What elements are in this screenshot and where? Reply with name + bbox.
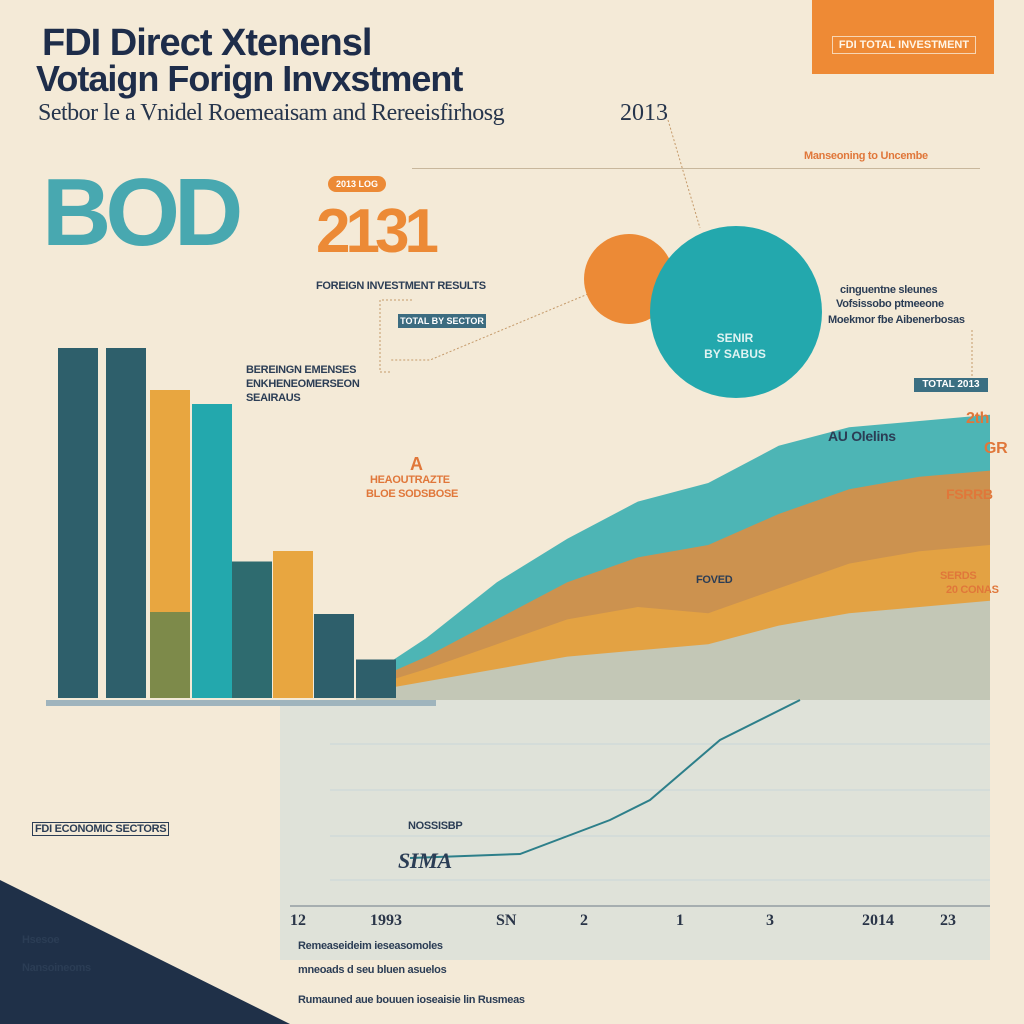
bar-callout-2: ENKHENEOMERSEON — [246, 378, 360, 390]
area-label-4: 20 CONAS — [946, 584, 999, 596]
lower-big: SIMA — [398, 848, 452, 873]
bar-8 — [356, 659, 396, 698]
mid-a-label: A — [410, 454, 423, 474]
header-badge: FDI TOTAL INVESTMENT — [812, 0, 994, 74]
right-ribbon: TOTAL 2013 — [914, 378, 988, 392]
trend-line — [409, 699, 801, 859]
circle-teal — [650, 226, 822, 398]
bar-1 — [58, 348, 98, 698]
bar-callout-3: SEAIRAUS — [246, 392, 301, 404]
x-tick-label: 12 — [290, 912, 306, 929]
side-label-1: 2th — [966, 410, 990, 427]
circle-label-2: BY SABUS — [704, 347, 766, 361]
x-axis-labels: 12 1993 SN 2 1 3 2014 23 — [290, 912, 990, 932]
area-label-3: SERDS — [940, 570, 977, 582]
title-line-1: FDI Direct Xtenensl — [42, 22, 372, 64]
header-badge-label: FDI TOTAL INVESTMENT — [832, 36, 976, 54]
bar-3-segment — [150, 612, 190, 698]
footer-line-1: Remeaseideim ieseasomoles — [298, 940, 443, 952]
right-note-2: Vofsissobo ptmeeone — [836, 298, 944, 310]
x-tick-label: 3 — [766, 912, 774, 929]
x-tick-label: 1 — [676, 912, 684, 929]
bar-4 — [192, 404, 232, 698]
x-tick-label: 23 — [940, 912, 956, 929]
area-label-2: FOVED — [696, 574, 733, 586]
x-tick-label: 1993 — [370, 912, 402, 929]
footer-line-3: Rumauned aue bouuen ioseaisie lin Rusmea… — [298, 994, 525, 1006]
area-label-1: AU Olelins — [828, 428, 896, 444]
subtitle: Setbor le a Vnidel Roemeaisam and Rereei… — [38, 100, 505, 126]
circle-label-1: SENIR — [716, 331, 754, 345]
bar-5 — [232, 561, 272, 698]
corner-note-2: Nansoineoms — [22, 962, 91, 974]
mid-sub-label-2: BLOE SODSBOSE — [366, 488, 459, 500]
x-tick-label: 2014 — [862, 912, 894, 929]
right-note-1: cinguentne sleunes — [840, 284, 938, 296]
lower-title: FDI ECONOMIC SECTORS — [32, 822, 170, 836]
right-note-3: Moekmor fbe Aibenerbosas — [828, 314, 965, 326]
footer-line-2: mneoads d seu bluen asuelos — [298, 964, 447, 976]
side-label-2: GR — [984, 440, 1008, 457]
corner-triangle — [0, 880, 290, 1024]
hero-pill: 2013 LOG — [328, 176, 387, 192]
top-right-note: Manseoning to Uncembe — [804, 150, 928, 162]
connector-line-3 — [667, 119, 701, 229]
divider-line — [412, 168, 980, 169]
area-series-3 — [356, 600, 990, 700]
bar-6 — [273, 551, 313, 698]
connector-line-1 — [379, 299, 412, 373]
mid-sub-label: HEAOUTRAZTE — [370, 474, 450, 486]
lower-note: NOSSISBP — [408, 820, 463, 832]
hero-letters: BOD — [42, 159, 243, 266]
hero-year: 2131 — [316, 197, 439, 266]
hero-blue-tag: TOTAL BY SECTOR — [398, 314, 486, 328]
subtitle-year: 2013 — [620, 100, 668, 126]
area-reflection — [280, 700, 990, 960]
title-line-2: Votaign Forign Invxstment — [36, 58, 463, 99]
bar-7 — [314, 614, 354, 698]
x-tick-label: SN — [496, 912, 517, 929]
circle-label: SENIR BY SABUS — [690, 330, 780, 362]
corner-note-1: Hsesoe — [22, 934, 60, 946]
side-label-3: FSRRB — [946, 486, 993, 502]
bar-2 — [106, 348, 146, 698]
bar-baseline — [46, 700, 436, 706]
bar-callout-1: BEREINGN EMENSES — [246, 364, 357, 376]
x-tick-label: 2 — [580, 912, 588, 929]
connector-line-2 — [390, 293, 589, 361]
hero-headline: FOREIGN INVESTMENT RESULTS — [316, 280, 486, 292]
